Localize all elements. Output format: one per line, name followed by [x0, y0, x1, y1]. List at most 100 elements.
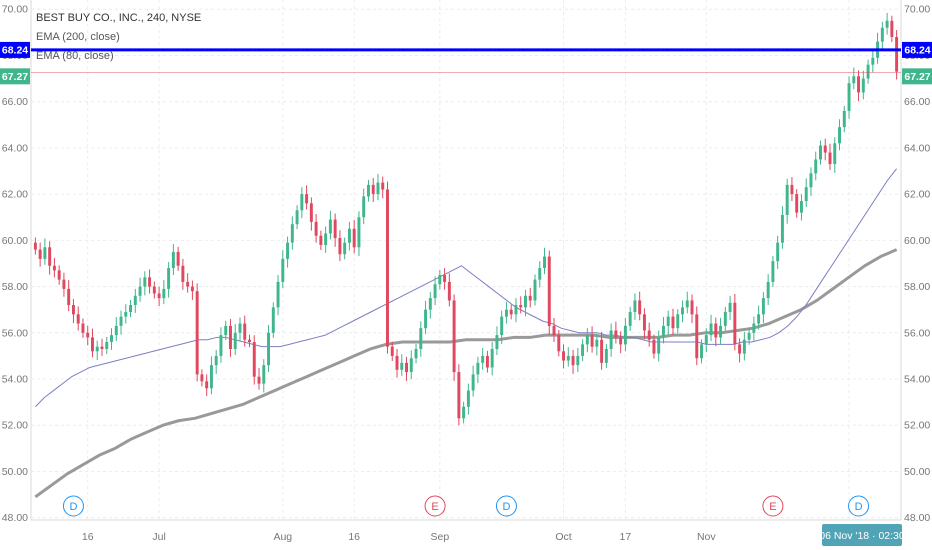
x-tick-label: Nov	[697, 531, 716, 543]
candle-body	[847, 83, 851, 111]
candle-body	[742, 339, 746, 354]
candle-body	[752, 323, 756, 333]
y-tick-label-left: 54.00	[2, 374, 28, 386]
chart-title[interactable]: BEST BUY CO., INC., 240, NYSE	[36, 12, 201, 24]
candle-body	[485, 355, 489, 368]
candle-body	[57, 270, 61, 280]
event-marker-d	[62, 495, 84, 517]
x-tick-label: 16	[348, 531, 360, 543]
candle-body	[186, 281, 190, 287]
candle-body	[543, 256, 546, 269]
candle-body	[695, 314, 699, 359]
candle-body	[190, 286, 194, 292]
candle-body	[281, 258, 285, 282]
legend-ema200[interactable]: EMA (200, close)	[36, 31, 120, 43]
left-price-axis[interactable]: 48.00 50.00 52.00 54.00 56.00 58.00 60.00 62.00…	[2, 4, 28, 524]
candle-body	[143, 277, 147, 287]
candle-body	[152, 286, 156, 294]
x-tick-label: Sep	[430, 531, 449, 543]
candle-body	[852, 76, 856, 84]
candle-body	[343, 242, 347, 255]
event-marker-label: D	[502, 501, 510, 513]
legend-ema80[interactable]: EMA (80, close)	[36, 50, 114, 62]
candle-body	[338, 238, 342, 255]
candle-body	[405, 362, 408, 373]
candle-body	[209, 365, 213, 389]
candle-body	[814, 159, 818, 174]
candle-body	[148, 277, 152, 287]
candle-body	[833, 143, 837, 165]
candle-body	[690, 300, 694, 315]
y-tick-label-right: 56.00	[904, 327, 930, 339]
candle-body	[733, 302, 737, 345]
candle-body	[585, 335, 589, 345]
candle-body	[466, 390, 470, 407]
candle-body	[357, 217, 361, 248]
candle-body	[547, 256, 551, 326]
y-tick-label-left: 52.00	[2, 420, 28, 432]
candle-body	[224, 325, 228, 336]
last-price-tag-left-bg	[0, 68, 30, 85]
candle-body	[495, 335, 499, 349]
candle-body	[519, 305, 523, 308]
candle-body	[804, 187, 808, 202]
candle-body	[676, 314, 680, 329]
event-marker-d	[848, 495, 870, 517]
candle-body	[719, 325, 723, 338]
candle-body	[490, 348, 494, 368]
candle-body	[728, 302, 732, 312]
candle-body	[528, 295, 532, 301]
candle-body	[571, 355, 575, 366]
candle-body	[386, 189, 389, 347]
candle-body	[795, 194, 799, 213]
candle-body	[700, 344, 704, 359]
candle-body	[167, 268, 171, 289]
candle-body	[524, 295, 527, 308]
candle-body	[133, 295, 137, 306]
candle-body	[366, 184, 370, 197]
y-tick-label-left: 56.00	[2, 327, 28, 339]
y-tick-label-left: 50.00	[2, 466, 28, 478]
y-tick-label-right: 60.00	[904, 235, 930, 247]
hline-tag-left: 68.24	[2, 44, 28, 56]
candle-body	[476, 362, 480, 375]
right-price-axis[interactable]: 48.00 50.00 52.00 54.00 56.00 58.00 60.00 62.00…	[904, 4, 930, 524]
y-tick-label-left: 58.00	[2, 281, 28, 293]
y-tick-label-right: 62.00	[904, 189, 930, 201]
candle-body	[162, 288, 166, 299]
candle-body	[86, 332, 90, 338]
candle-body	[723, 312, 727, 326]
candle-body	[267, 332, 271, 366]
candle-body	[43, 247, 47, 259]
candle-body	[628, 312, 632, 326]
candle-body	[319, 235, 323, 245]
candle-body	[790, 184, 794, 195]
candle-body	[409, 358, 413, 373]
candle-body	[195, 291, 199, 375]
y-tick-label-left: 60.00	[2, 235, 28, 247]
candle-body	[300, 194, 304, 211]
y-tick-label-right: 48.00	[904, 512, 930, 524]
candle-body	[685, 300, 689, 308]
candle-body	[462, 406, 466, 419]
candle-body	[124, 312, 128, 317]
candle-body	[52, 265, 56, 271]
candle-body	[757, 314, 761, 324]
price-level-line[interactable]	[31, 48, 901, 73]
candle-body	[595, 339, 599, 347]
y-tick-label-left: 66.00	[2, 96, 28, 108]
candle-body	[885, 20, 889, 28]
candle-body	[438, 275, 442, 285]
candle-body	[590, 335, 594, 347]
candle-body	[381, 182, 385, 190]
candle-body	[214, 355, 218, 366]
candle-body	[376, 182, 380, 195]
event-marker-label: E	[431, 501, 438, 513]
candle-body	[105, 342, 109, 349]
candle-body	[257, 376, 261, 384]
candle-body	[747, 332, 751, 340]
candle-body	[785, 184, 789, 215]
date-badge-text: 06 Nov '18 · 02:30	[819, 530, 905, 542]
event-marker-label: D	[855, 501, 863, 513]
